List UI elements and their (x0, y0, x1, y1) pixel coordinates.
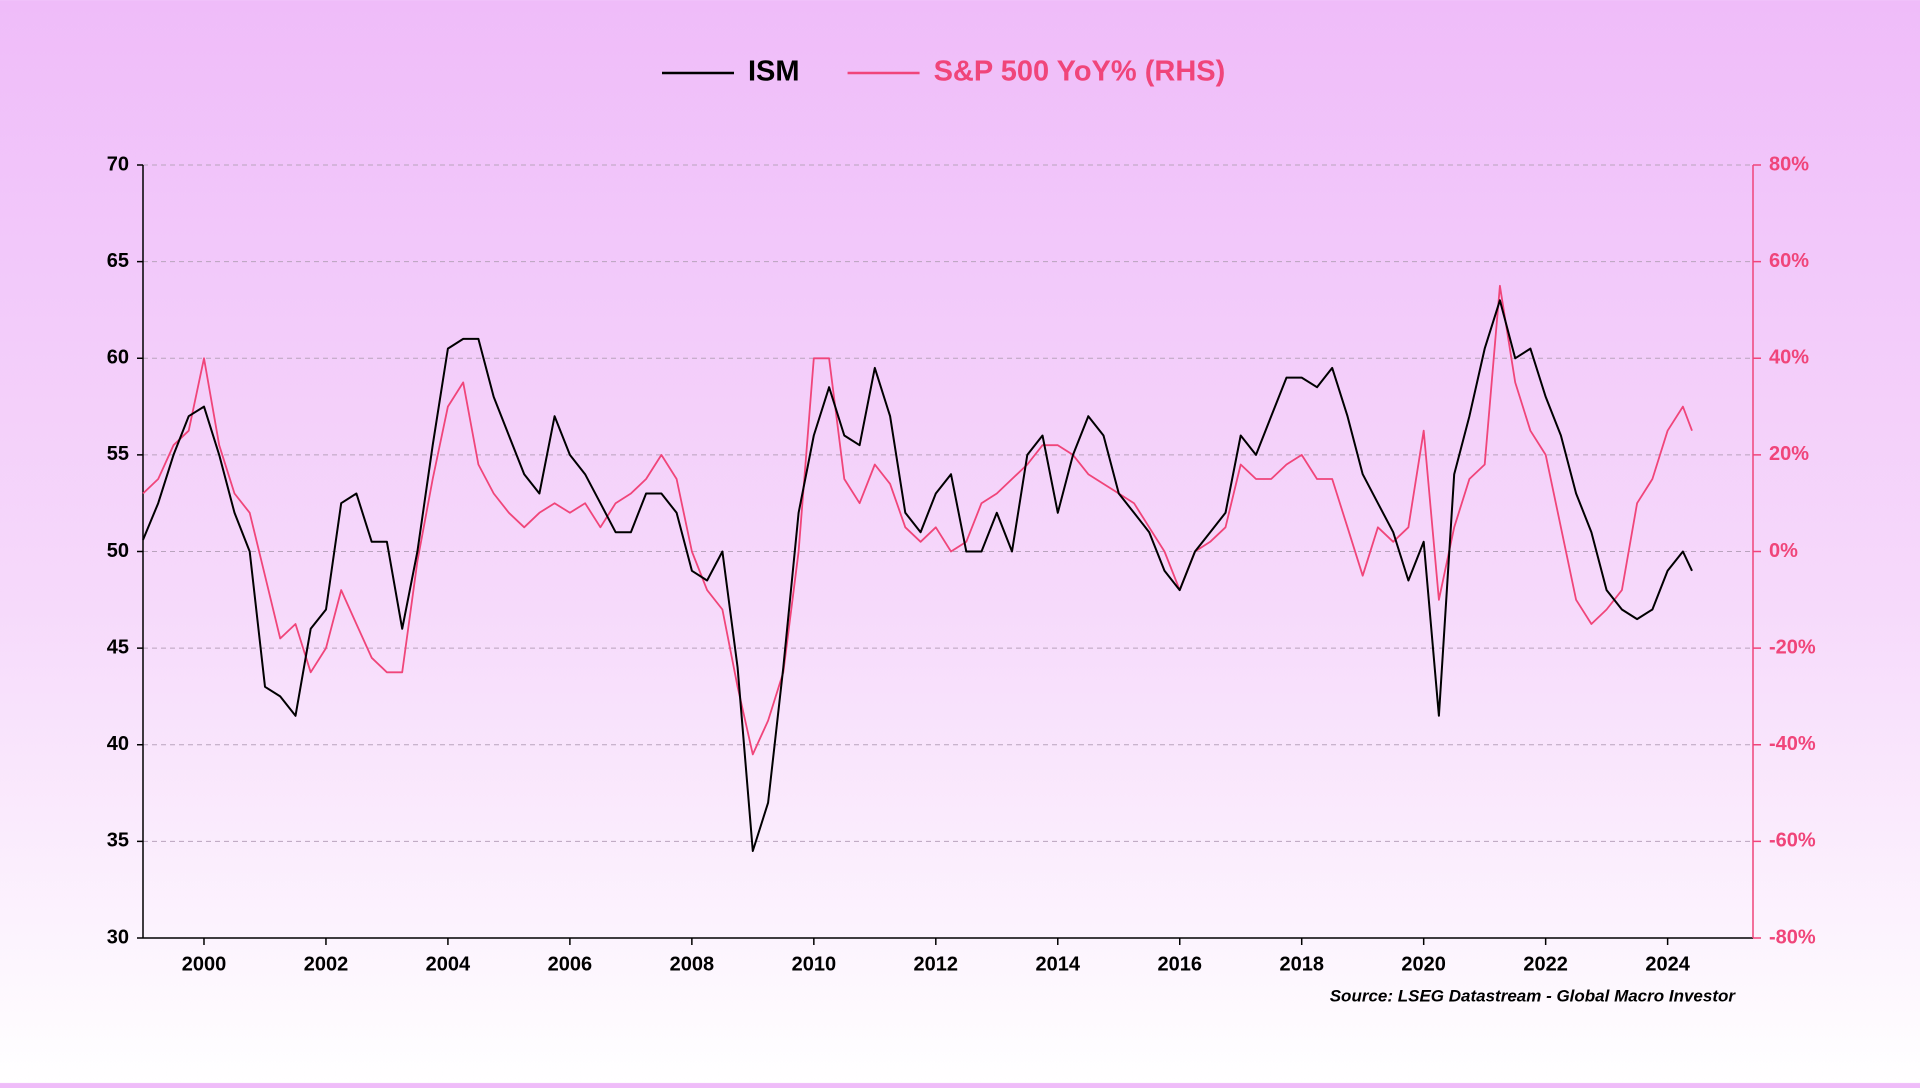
x-tick-label: 2000 (182, 953, 227, 975)
y-tick-label: 55 (107, 443, 129, 465)
legend-label: S&P 500 YoY% (RHS) (934, 56, 1226, 88)
series-line (142, 299, 1693, 852)
y2-tick-label: -40% (1769, 733, 1816, 755)
y-tick-label: 70 (107, 153, 129, 175)
y2-tick-label: 40% (1769, 347, 1809, 369)
y2-tick-label: 60% (1769, 250, 1809, 272)
x-tick-label: 2018 (1279, 953, 1324, 975)
x-tick-label: 2022 (1523, 953, 1568, 975)
y-tick-label: 50 (107, 540, 129, 562)
y-tick-label: 40 (107, 733, 129, 755)
x-tick-label: 2020 (1401, 953, 1446, 975)
x-tick-label: 2008 (670, 953, 715, 975)
x-tick-label: 2016 (1157, 953, 1202, 975)
x-tick-label: 2004 (426, 953, 471, 975)
y-tick-label: 65 (107, 250, 129, 272)
x-tick-label: 2006 (548, 953, 593, 975)
x-tick-label: 2012 (914, 953, 959, 975)
x-tick-label: 2024 (1645, 953, 1690, 975)
y2-tick-label: 20% (1769, 443, 1809, 465)
y2-tick-label: 0% (1769, 540, 1798, 562)
y-tick-label: 30 (107, 926, 129, 948)
y-tick-label: 35 (107, 830, 129, 852)
source-note: Source: LSEG Datastream - Global Macro I… (1330, 986, 1737, 1005)
legend-label: ISM (748, 56, 800, 88)
y-tick-label: 60 (107, 347, 129, 369)
x-tick-label: 2014 (1036, 953, 1081, 975)
x-tick-label: 2010 (792, 953, 837, 975)
x-tick-label: 2002 (304, 953, 349, 975)
y2-tick-label: -80% (1769, 926, 1816, 948)
series-line (142, 284, 1693, 756)
y2-tick-label: 80% (1769, 153, 1809, 175)
y-tick-label: 45 (107, 636, 129, 658)
y2-tick-label: -60% (1769, 830, 1816, 852)
y2-tick-label: -20% (1769, 636, 1816, 658)
